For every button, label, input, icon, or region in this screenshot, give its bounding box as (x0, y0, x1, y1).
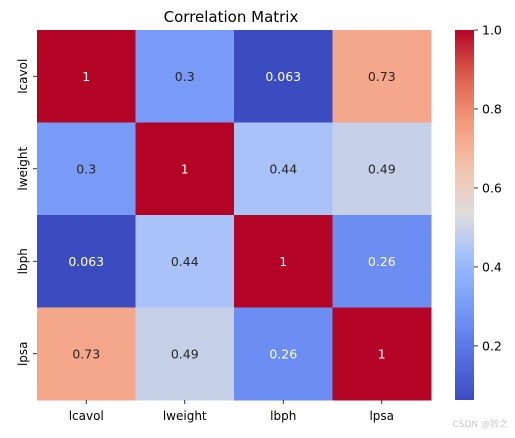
heatmap-cell (332, 122, 432, 216)
colorbar-tick-label: 1.0 (482, 23, 502, 38)
heatmap-cell (332, 215, 432, 308)
cell-value-label: 0.73 (72, 346, 100, 361)
column-tick-labels: lcavol lweight lbph lpsa (69, 400, 394, 423)
heatmap-cell (234, 30, 333, 123)
row-tick-labels: lcavol lweight lbph lpsa (16, 59, 37, 366)
cell-value-label: 1 (378, 346, 386, 361)
heatmap-cell (135, 30, 235, 123)
cell-value-label: 0.44 (171, 254, 199, 269)
colorbar-tick-label: 0.4 (482, 259, 502, 274)
cell-value-label: 0.44 (269, 161, 297, 176)
column-tick-label: lweight (163, 409, 207, 423)
cell-value-label: 0.49 (368, 161, 396, 176)
colorbar-tick-label: 0.8 (482, 101, 502, 116)
row-tick-label: lbph (16, 248, 30, 274)
cell-value-label: 0.73 (368, 69, 396, 84)
row-tick-label: lpsa (16, 341, 30, 366)
watermark: CSDN @铃之 (452, 418, 508, 430)
heatmap-cells: 1 0.3 0.063 0.73 0.3 1 0.44 0.49 0.063 0.44 1 0.26 0… (37, 30, 432, 401)
heatmap-cell (37, 215, 136, 308)
colorbar: 0.2 0.4 0.6 0.8 1.0 (455, 23, 502, 400)
column-tick-label: lpsa (369, 409, 394, 423)
cell-value-label: 0.49 (171, 346, 199, 361)
cell-value-label: 0.063 (68, 254, 104, 269)
cell-value-label: 0.3 (175, 69, 195, 84)
heatmap-cell (234, 307, 333, 401)
heatmap-cell (37, 307, 136, 401)
heatmap-cell (37, 122, 136, 216)
cell-value-label: 0.26 (368, 254, 396, 269)
colorbar-tick-label: 0.2 (482, 338, 502, 353)
colorbar-tick-label: 0.6 (482, 180, 502, 195)
heatmap-cell (135, 307, 235, 401)
row-tick-label: lweight (16, 147, 30, 191)
heatmap-cell (332, 307, 432, 401)
heatmap-cell (135, 215, 235, 308)
colorbar-gradient-bar (455, 30, 474, 400)
heatmap-cell (234, 122, 333, 216)
cell-value-label: 0.3 (76, 161, 96, 176)
heatmap-cell (37, 30, 136, 123)
chart-title: Correlation Matrix (164, 8, 299, 26)
row-tick-label: lcavol (16, 59, 30, 94)
heatmap-cell (135, 122, 235, 216)
cell-value-label: 1 (82, 69, 90, 84)
cell-value-label: 1 (279, 254, 287, 269)
cell-value-label: 0.063 (265, 69, 301, 84)
heatmap-cell (234, 215, 333, 308)
column-tick-label: lcavol (69, 409, 104, 423)
cell-value-label: 0.26 (269, 346, 297, 361)
heatmap-cell (332, 30, 432, 123)
cell-value-label: 1 (181, 161, 189, 176)
column-tick-label: lbph (270, 409, 296, 423)
